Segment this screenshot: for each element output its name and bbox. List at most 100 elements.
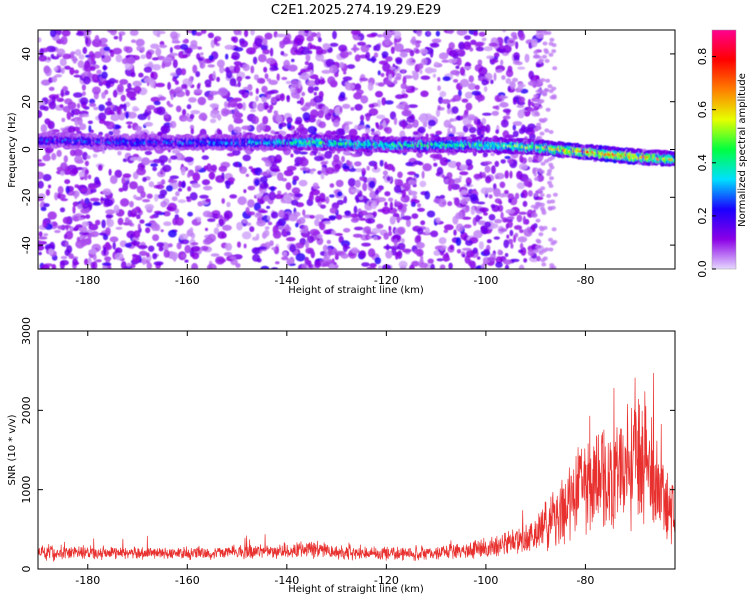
heatmap-cell <box>500 119 509 128</box>
heatmap-cell <box>241 125 252 131</box>
heatmap-cell <box>105 209 115 215</box>
heatmap-cell <box>190 110 201 115</box>
heatmap-cell <box>459 171 469 176</box>
heatmap-cell <box>299 157 309 167</box>
heatmap-cell <box>546 199 552 204</box>
heatmap-cell <box>85 214 91 219</box>
heatmap-cell <box>350 217 359 223</box>
heatmap-cell <box>82 151 88 161</box>
heatmap-cell <box>378 265 382 269</box>
heatmap-cell <box>80 187 88 193</box>
heatmap-cell <box>335 128 346 137</box>
heatmap-cell <box>189 113 195 120</box>
heatmap-cell <box>47 211 57 220</box>
heatmap-cell <box>242 219 248 224</box>
heatmap-cell <box>500 59 504 66</box>
heatmap-cell <box>250 109 257 113</box>
heatmap-cell <box>63 225 72 229</box>
heatmap-cell <box>78 171 85 178</box>
heatmap-cell <box>43 65 51 74</box>
heatmap-cell <box>343 71 347 75</box>
heatmap-cell <box>81 221 89 228</box>
heatmap-cell <box>193 88 203 94</box>
heatmap-cell <box>447 201 453 207</box>
heatmap-cell <box>101 71 108 79</box>
heatmap-cell <box>199 194 209 199</box>
heatmap-cell <box>57 225 64 230</box>
heatmap-cell <box>540 78 546 83</box>
heatmap-cell <box>252 56 258 65</box>
heatmap-cell <box>549 176 554 181</box>
heatmap-cell <box>177 188 183 192</box>
heatmap-cell <box>123 103 127 112</box>
heatmap-cell <box>469 193 479 202</box>
heatmap-cell <box>301 263 307 269</box>
heatmap-cell <box>477 95 481 103</box>
heatmap-cell <box>527 80 538 87</box>
heatmap-cell <box>317 37 322 43</box>
heatmap-cell <box>395 58 403 65</box>
heatmap-cell <box>112 47 122 55</box>
heatmap-cell <box>208 171 216 180</box>
heatmap-cell <box>408 190 418 196</box>
figure-title: C2E1.2025.274.19.29.E29 <box>271 3 441 18</box>
heatmap-cell <box>507 85 511 92</box>
heatmap-cell <box>433 162 438 167</box>
heatmap-cell <box>446 172 453 180</box>
heatmap-cell <box>96 69 102 75</box>
heatmap-cell <box>54 74 63 78</box>
heatmap-cell <box>389 66 396 70</box>
heatmap-cell <box>60 162 68 171</box>
heatmap-cell <box>544 50 550 55</box>
heatmap-cell <box>136 167 147 176</box>
heatmap-cell <box>500 159 506 164</box>
heatmap-cell <box>377 99 381 108</box>
heatmap-cell <box>504 253 509 257</box>
heatmap-cell <box>485 175 492 184</box>
heatmap-cell <box>222 224 232 231</box>
heatmap-cell <box>463 66 472 70</box>
heatmap-cell <box>75 32 86 36</box>
heatmap-cell <box>447 30 455 34</box>
heatmap-cell <box>202 238 212 245</box>
heatmap-cell <box>173 45 183 50</box>
heatmap-cell <box>406 115 415 123</box>
heatmap-cell <box>429 153 439 159</box>
heatmap-cell <box>539 131 545 136</box>
heatmap-cell <box>542 41 548 46</box>
heatmap-cell <box>255 194 260 198</box>
heatmap-cell <box>38 231 43 237</box>
heatmap-cell <box>548 247 554 252</box>
heatmap-cell <box>156 242 165 248</box>
heatmap-cell <box>293 211 301 217</box>
heatmap-cell <box>318 121 327 129</box>
heatmap-cell <box>389 216 396 225</box>
heatmap-cell <box>152 253 158 260</box>
heatmap-cell <box>495 69 503 73</box>
heatmap-cell <box>187 211 194 217</box>
heatmap-cell <box>314 218 320 227</box>
heatmap-cell <box>282 251 287 257</box>
heatmap-cell <box>115 79 119 84</box>
heatmap-cell <box>141 46 145 53</box>
heatmap-cell <box>499 102 509 108</box>
heatmap-cell <box>388 197 394 202</box>
heatmap-cell <box>412 131 419 136</box>
heatmap-cell <box>233 64 241 74</box>
heatmap-cell <box>95 219 101 226</box>
heatmap-cell <box>415 248 424 257</box>
heatmap-cell <box>84 160 89 167</box>
heatmap-cell <box>60 67 65 74</box>
heatmap-cell <box>321 166 326 174</box>
heatmap-cell <box>180 239 190 245</box>
heatmap-cell <box>205 198 211 203</box>
heatmap-cell <box>507 193 515 201</box>
heatmap-cell <box>263 66 268 73</box>
heatmap-cell <box>218 218 224 227</box>
heatmap-cell <box>196 83 201 90</box>
heatmap-cell <box>322 256 329 261</box>
heatmap-cell <box>456 249 462 254</box>
heatmap-cell <box>189 227 194 234</box>
heatmap-cell <box>544 58 550 63</box>
heatmap-cell <box>70 51 76 55</box>
